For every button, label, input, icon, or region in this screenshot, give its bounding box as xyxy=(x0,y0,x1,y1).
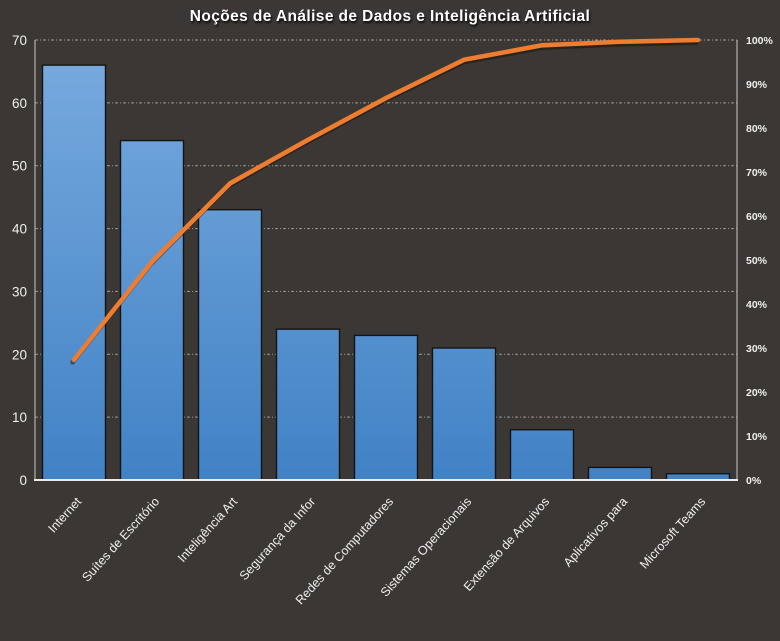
left-axis-tick-label: 70 xyxy=(12,33,27,48)
bar xyxy=(431,347,497,481)
bar xyxy=(41,64,107,481)
cumulative-line xyxy=(71,37,701,363)
category-label: Segurança da Infor xyxy=(237,495,319,583)
right-axis-tick-label: 30% xyxy=(746,343,768,355)
bar xyxy=(353,334,419,481)
right-axis-tick-label: 10% xyxy=(746,431,768,443)
left-axis-tick-label: 30 xyxy=(12,284,27,299)
right-axis-tick-label: 70% xyxy=(746,167,768,179)
right-axis-tick-label: 40% xyxy=(746,299,768,311)
left-axis-tick-label: 10 xyxy=(12,410,27,425)
category-label: Microsoft Teams xyxy=(637,495,708,572)
right-axis-tick-label: 20% xyxy=(746,387,768,399)
bar xyxy=(119,139,185,481)
left-axis-tick-label: 20 xyxy=(12,347,27,362)
category-label: Extensão de Arquivos xyxy=(461,495,552,594)
bar xyxy=(509,429,575,481)
bar xyxy=(197,209,263,481)
category-label: Aplicativos para xyxy=(561,495,630,570)
bar xyxy=(587,466,653,481)
category-label: Inteligência Art xyxy=(175,494,241,565)
left-axis-tick-label: 0 xyxy=(19,473,27,488)
right-axis-tick-label: 90% xyxy=(746,79,768,91)
left-axis-tick-label: 60 xyxy=(12,96,27,111)
category-label: Internet xyxy=(45,494,84,535)
bar xyxy=(275,328,341,481)
right-axis-tick-label: 80% xyxy=(746,123,768,135)
category-label: Suítes de Escritório xyxy=(79,495,162,585)
right-axis-tick-label: 100% xyxy=(746,35,774,47)
category-label: Sistemas Operacionais xyxy=(378,495,474,600)
right-axis-tick-label: 60% xyxy=(746,211,768,223)
left-axis-tick-label: 50 xyxy=(12,159,27,174)
chart-title: Noções de Análise de Dados e Inteligênci… xyxy=(189,8,591,25)
left-axis-tick-label: 40 xyxy=(12,222,27,237)
right-axis-tick-label: 50% xyxy=(746,255,768,267)
right-axis-tick-label: 0% xyxy=(746,475,762,487)
